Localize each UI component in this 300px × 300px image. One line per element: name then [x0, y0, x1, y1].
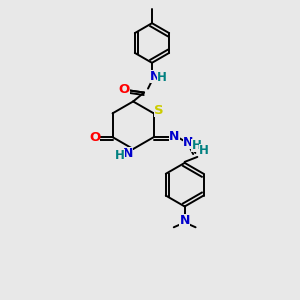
Text: O: O: [89, 130, 100, 144]
Text: N: N: [179, 214, 190, 227]
Text: N: N: [183, 136, 194, 148]
Text: H: H: [191, 139, 201, 152]
Text: N: N: [123, 148, 134, 160]
Text: N: N: [169, 130, 180, 142]
Text: S: S: [154, 104, 164, 117]
Text: N: N: [150, 70, 160, 83]
Text: H: H: [157, 71, 167, 84]
Text: H: H: [199, 145, 209, 158]
Text: O: O: [118, 83, 130, 96]
Text: H: H: [115, 149, 125, 162]
